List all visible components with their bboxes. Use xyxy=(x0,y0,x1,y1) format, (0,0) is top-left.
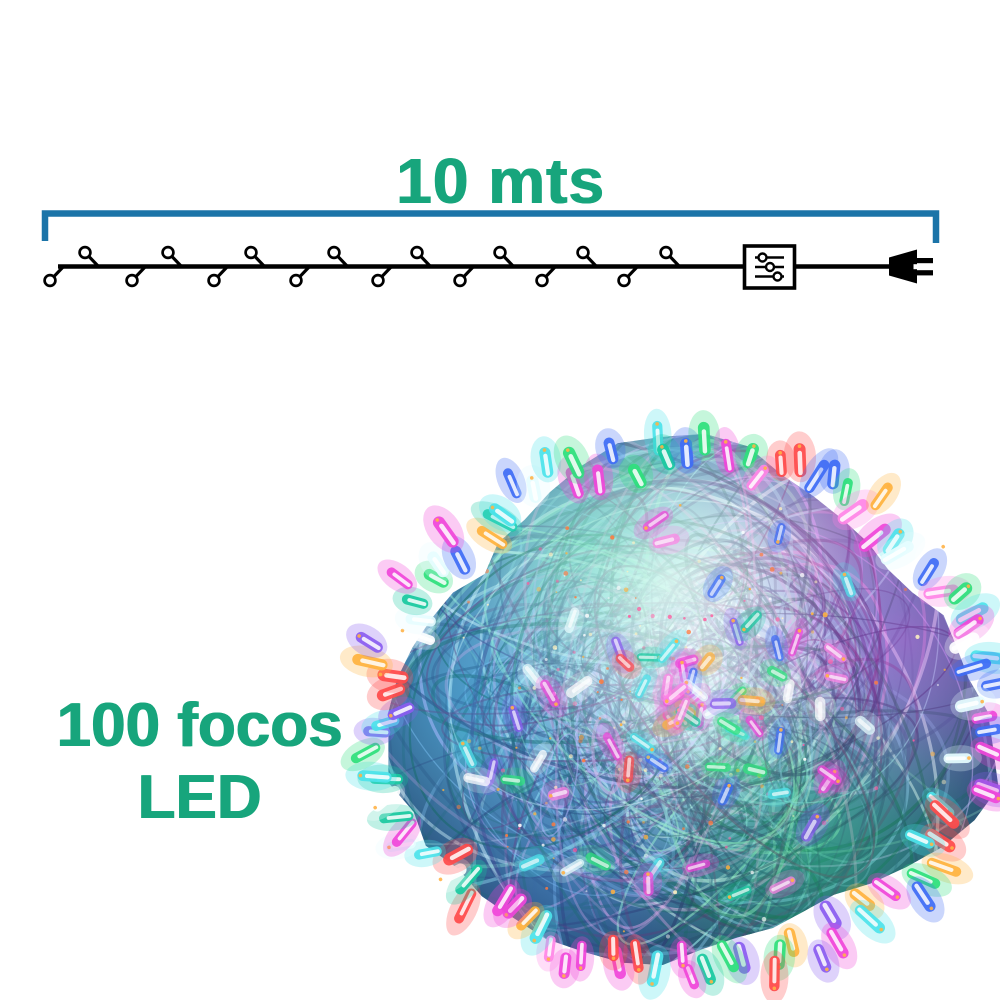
length-label: 10 mts xyxy=(395,145,605,217)
led-count-line1: 100 focos xyxy=(55,691,343,760)
string-light-schematic xyxy=(43,244,933,290)
led-coil-photo xyxy=(339,408,1000,1000)
led-count-line2: LED xyxy=(137,762,261,832)
sliders-icon xyxy=(755,252,784,282)
led-count-label: 100 focos LED xyxy=(0,690,398,834)
power-plug-icon xyxy=(889,249,933,284)
schematic-bulbs xyxy=(43,245,681,288)
controller-box xyxy=(742,244,797,290)
measurement-bracket xyxy=(41,210,940,243)
